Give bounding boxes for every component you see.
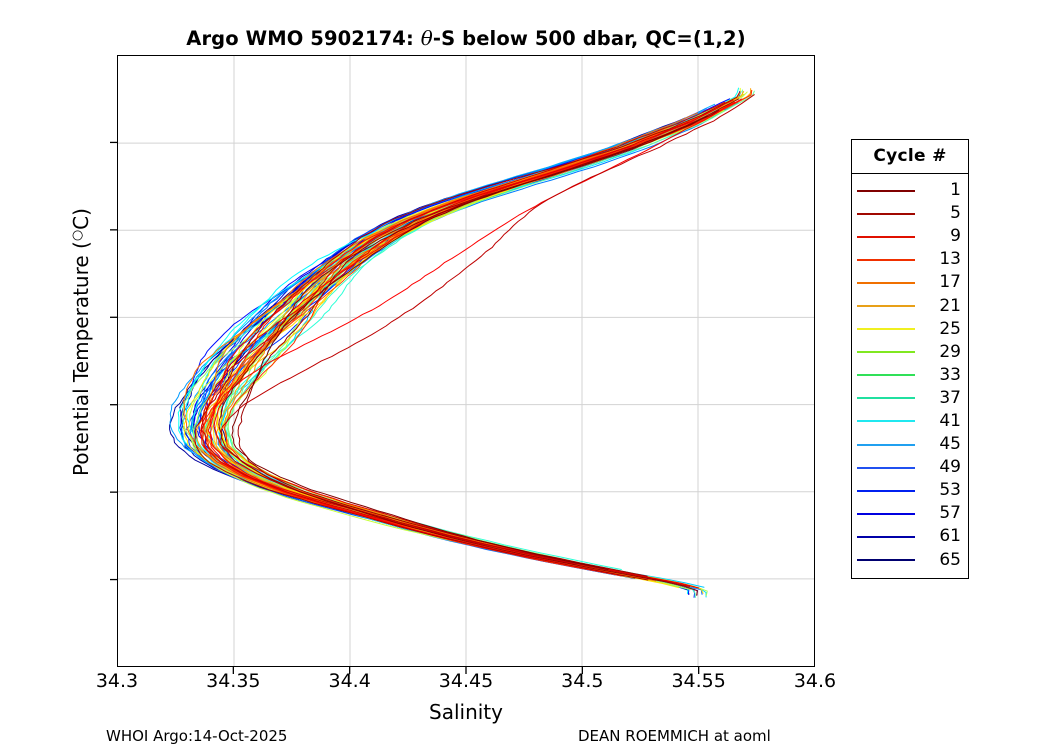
legend-color-swatch — [857, 466, 915, 469]
legend-color-swatch — [857, 443, 915, 446]
gridlines — [118, 56, 814, 666]
legend-item-label: 13 — [939, 249, 961, 270]
legend-item[interactable]: 1 — [852, 179, 968, 202]
legend-item[interactable]: 49 — [852, 456, 968, 479]
profile-line — [200, 121, 690, 566]
legend-item-label: 33 — [939, 364, 961, 385]
legend-color-swatch — [857, 212, 915, 215]
profile-line — [231, 115, 708, 570]
axis-ticks — [110, 141, 700, 674]
title-prefix: Argo WMO 5902174: — [186, 27, 421, 50]
legend-items: 1 5 9 13 17 21 25 29 33 37 41 45 49 53 57 61 65 — [852, 174, 968, 578]
legend-item[interactable]: 45 — [852, 433, 968, 456]
legend-item[interactable]: 21 — [852, 294, 968, 317]
legend-item-label: 5 — [950, 203, 961, 224]
legend-color-swatch — [857, 535, 915, 538]
title-suffix: -S below 500 dbar, QC=(1,2) — [432, 27, 746, 50]
legend-color-swatch — [857, 235, 915, 238]
legend-item-label: 65 — [939, 549, 961, 570]
legend-item[interactable]: 13 — [852, 248, 968, 271]
legend-item[interactable]: 61 — [852, 525, 968, 548]
x-tick-label: 34.35 — [206, 670, 261, 692]
legend-color-swatch — [857, 351, 915, 354]
legend-item-label: 41 — [939, 410, 961, 431]
legend-color-swatch — [857, 512, 915, 515]
theta-symbol: θ — [420, 26, 433, 50]
legend-item-label: 53 — [939, 480, 961, 501]
legend-item-label: 9 — [950, 226, 961, 247]
legend-item[interactable]: 17 — [852, 271, 968, 294]
x-tick-label: 34.3 — [95, 670, 139, 692]
legend-color-swatch — [857, 281, 915, 284]
x-tick-label: 34.5 — [561, 670, 604, 692]
legend-item[interactable]: 5 — [852, 202, 968, 225]
legend-item-label: 61 — [939, 526, 961, 547]
legend-item[interactable]: 37 — [852, 387, 968, 410]
legend-item-label: 1 — [950, 180, 961, 201]
legend-item[interactable]: 53 — [852, 479, 968, 502]
legend-color-swatch — [857, 328, 915, 331]
legend-item-label: 37 — [939, 387, 961, 408]
legend-color-swatch — [857, 189, 915, 192]
y-axis-title-text: Potential Temperature (○C) — [69, 208, 93, 476]
x-tick-label: 34.6 — [793, 670, 837, 692]
legend-item-label: 17 — [939, 272, 961, 293]
profile-line — [213, 103, 726, 589]
legend-item[interactable]: 65 — [852, 549, 968, 572]
profile-line — [194, 92, 740, 581]
legend: Cycle # 1 5 9 13 17 21 25 29 33 37 41 45 49 53 57 61 65 — [851, 139, 969, 579]
legend-item-label: 57 — [939, 503, 961, 524]
legend-color-swatch — [857, 374, 915, 377]
profile-line — [218, 109, 720, 596]
page-title: Argo WMO 5902174: θ-S below 500 dbar, QC… — [117, 26, 815, 50]
profile-line — [209, 99, 734, 575]
legend-color-swatch — [857, 397, 915, 400]
legend-item-label: 29 — [939, 341, 961, 362]
legend-item-label: 25 — [939, 318, 961, 339]
x-tick-label: 34.55 — [671, 670, 726, 692]
x-tick-label: 34.45 — [438, 670, 494, 692]
plot-area[interactable] — [117, 55, 815, 667]
legend-item[interactable]: 9 — [852, 225, 968, 248]
degree-symbol: ○ — [70, 229, 85, 242]
legend-color-swatch — [857, 258, 915, 261]
legend-item[interactable]: 25 — [852, 318, 968, 341]
x-tick-label: 34.4 — [328, 670, 371, 692]
legend-color-swatch — [857, 489, 915, 492]
legend-title: Cycle # — [852, 140, 968, 174]
profile-line — [220, 94, 755, 567]
x-axis-title: Salinity — [429, 700, 503, 724]
legend-item-label: 49 — [939, 457, 961, 478]
legend-item[interactable]: 29 — [852, 341, 968, 364]
legend-item-label: 21 — [939, 295, 961, 316]
legend-item[interactable]: 41 — [852, 410, 968, 433]
legend-item-label: 45 — [939, 434, 961, 455]
legend-color-swatch — [857, 559, 915, 562]
footer-right-text: DEAN ROEMMICH at aoml — [578, 727, 771, 745]
legend-color-swatch — [857, 305, 915, 308]
y-axis-title: Potential Temperature (○C) — [69, 32, 93, 652]
footer-left-text: WHOI Argo:14-Oct-2025 — [106, 727, 288, 745]
legend-item[interactable]: 57 — [852, 502, 968, 525]
legend-item[interactable]: 33 — [852, 364, 968, 387]
profile-line — [200, 101, 726, 587]
legend-color-swatch — [857, 420, 915, 423]
theta-s-curves — [169, 87, 755, 598]
